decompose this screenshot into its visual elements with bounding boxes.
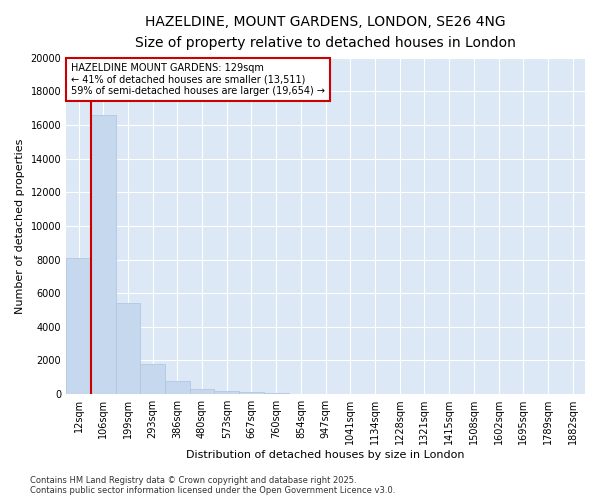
Bar xyxy=(264,393,289,394)
Bar xyxy=(165,382,190,394)
Bar xyxy=(91,115,116,394)
Text: Contains HM Land Registry data © Crown copyright and database right 2025.
Contai: Contains HM Land Registry data © Crown c… xyxy=(30,476,395,495)
Y-axis label: Number of detached properties: Number of detached properties xyxy=(15,138,25,314)
Bar xyxy=(66,258,91,394)
Bar xyxy=(190,389,214,394)
Text: HAZELDINE MOUNT GARDENS: 129sqm
← 41% of detached houses are smaller (13,511)
59: HAZELDINE MOUNT GARDENS: 129sqm ← 41% of… xyxy=(71,63,325,96)
Bar xyxy=(116,304,140,394)
X-axis label: Distribution of detached houses by size in London: Distribution of detached houses by size … xyxy=(187,450,465,460)
Title: HAZELDINE, MOUNT GARDENS, LONDON, SE26 4NG
Size of property relative to detached: HAZELDINE, MOUNT GARDENS, LONDON, SE26 4… xyxy=(135,15,516,50)
Bar xyxy=(140,364,165,394)
Bar xyxy=(214,390,239,394)
Bar xyxy=(239,392,264,394)
